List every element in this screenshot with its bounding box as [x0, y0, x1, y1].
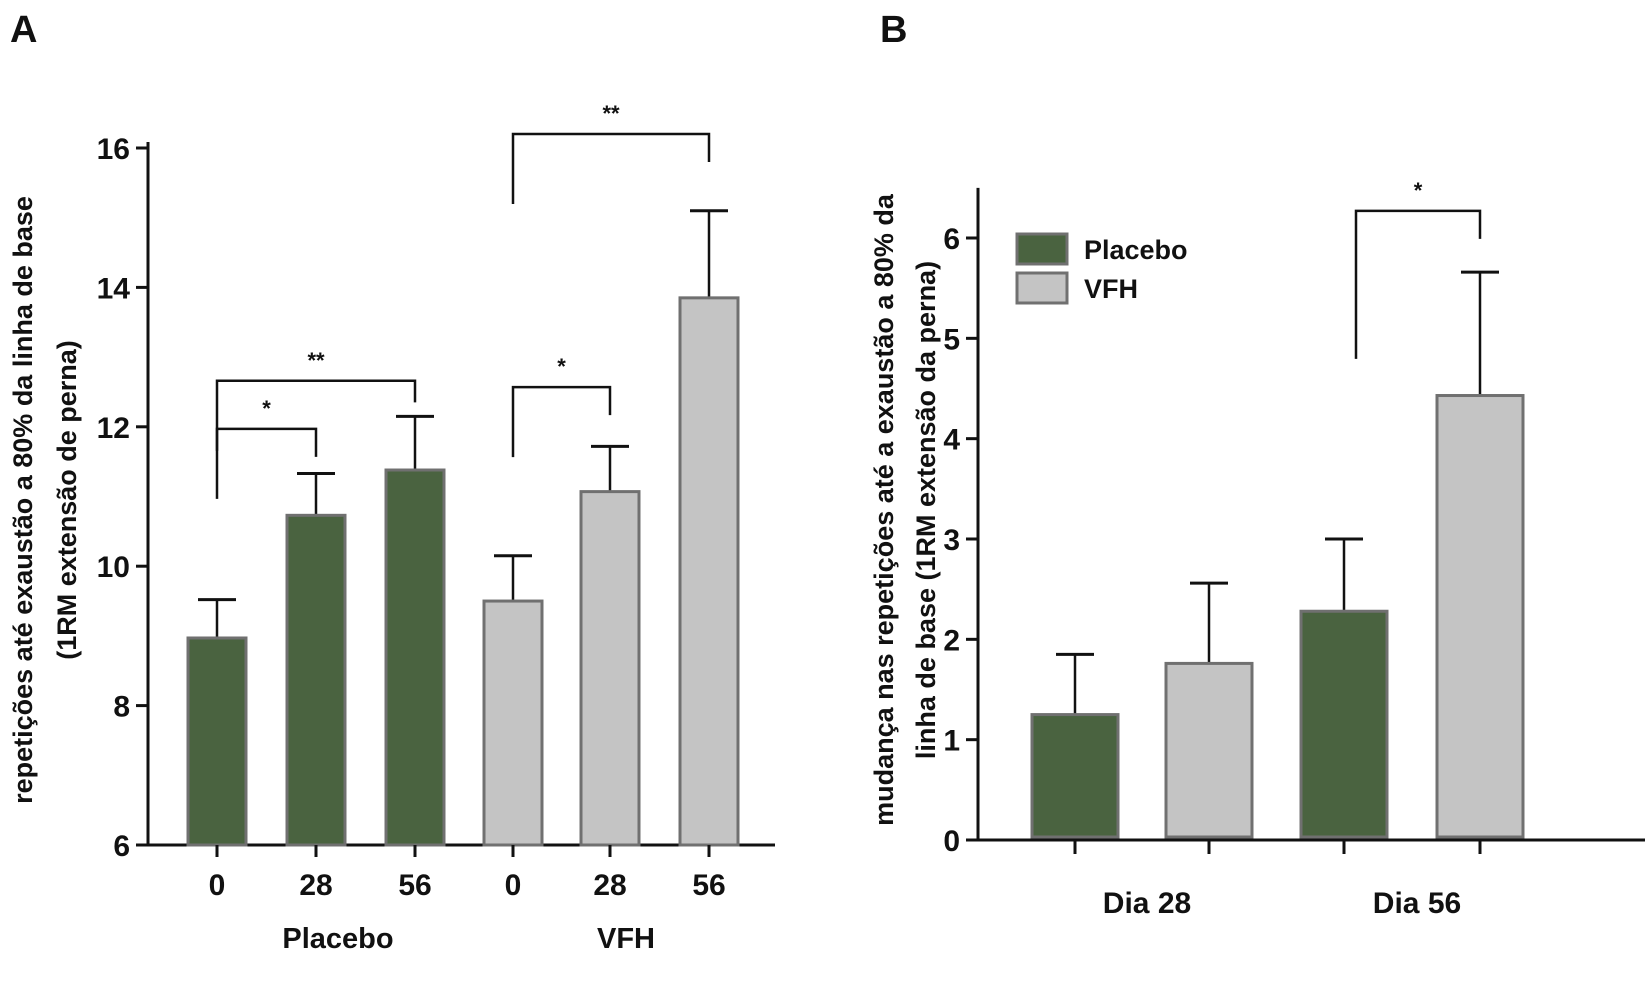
- legend-label-placebo: Placebo: [1084, 235, 1188, 265]
- significance-bracket-a: [511, 132, 711, 205]
- y-axis-label-b-line1: mudança nas repetições até a exaustão a …: [869, 193, 899, 826]
- y-axis-label-a-line1: repetições até exaustão a 80% da linha d…: [8, 196, 38, 804]
- x-category-label-b: Dia 28: [1103, 887, 1191, 920]
- y-tick-label-b: 5: [943, 323, 960, 356]
- x-tick-label-a: 0: [505, 869, 522, 902]
- x-tick-label-a: 56: [692, 869, 725, 902]
- y-axis-label-a-line2: (1RM extensão de perna): [52, 340, 82, 660]
- significance-label-a: *: [557, 354, 566, 379]
- bar-placebo-dia-28: [1030, 713, 1120, 839]
- bar-placebo-day-56: [384, 468, 446, 847]
- legend-swatch-placebo: [1015, 232, 1069, 266]
- chart-panel-a: repetições até exaustão a 80% da linha d…: [8, 101, 775, 955]
- y-tick-label-b: 0: [943, 825, 960, 858]
- significance-label-a: **: [307, 348, 325, 373]
- group-label-vfh: VFH: [597, 923, 655, 955]
- panel-letter-b: B: [880, 9, 907, 51]
- x-tick-label-a: 28: [593, 869, 626, 902]
- bar-vfh-dia-28: [1164, 661, 1254, 839]
- bar-vfh-day-56: [678, 296, 740, 847]
- significance-bracket-a: [511, 385, 612, 458]
- y-tick-label-a: 10: [97, 551, 130, 584]
- bar-placebo-dia-56: [1299, 609, 1389, 839]
- y-tick-label-b: 2: [943, 624, 960, 657]
- significance-bracket-a: [215, 427, 318, 499]
- legend-swatch-vfh: [1015, 271, 1069, 305]
- significance-label-b: *: [1414, 178, 1423, 203]
- y-tick-label-a: 8: [113, 691, 130, 724]
- x-tick-label-a: 56: [398, 869, 431, 902]
- y-tick-label-b: 1: [943, 725, 960, 758]
- x-tick-label-a: 0: [209, 869, 226, 902]
- y-tick-label-b: 6: [943, 223, 960, 256]
- bar-placebo-day-28: [285, 513, 347, 847]
- significance-label-a: **: [602, 101, 620, 126]
- panel-letter-a: A: [10, 9, 37, 51]
- x-category-label-b: Dia 56: [1373, 887, 1461, 920]
- y-tick-label-b: 4: [943, 424, 960, 457]
- bar-placebo-day-0: [186, 636, 248, 847]
- group-label-placebo: Placebo: [282, 923, 393, 955]
- y-tick-label-b: 3: [943, 524, 960, 557]
- significance-bracket-a: [215, 379, 417, 451]
- chart-panel-b: mudança nas repetições até a exaustão a …: [869, 178, 1645, 920]
- legend-label-vfh: VFH: [1084, 274, 1138, 304]
- y-tick-label-a: 16: [97, 133, 130, 166]
- y-axis-label-b-line2: linha de base (1RM extensão da perna): [911, 261, 941, 759]
- x-tick-label-a: 28: [299, 869, 332, 902]
- bar-vfh-day-28: [579, 490, 641, 847]
- significance-label-a: *: [262, 396, 271, 421]
- y-tick-label-a: 6: [113, 830, 130, 863]
- y-tick-label-a: 14: [97, 272, 131, 305]
- bar-vfh-day-0: [482, 599, 544, 847]
- y-tick-label-a: 12: [97, 412, 130, 445]
- significance-bracket-b: [1354, 209, 1482, 359]
- bar-vfh-dia-56: [1435, 394, 1525, 839]
